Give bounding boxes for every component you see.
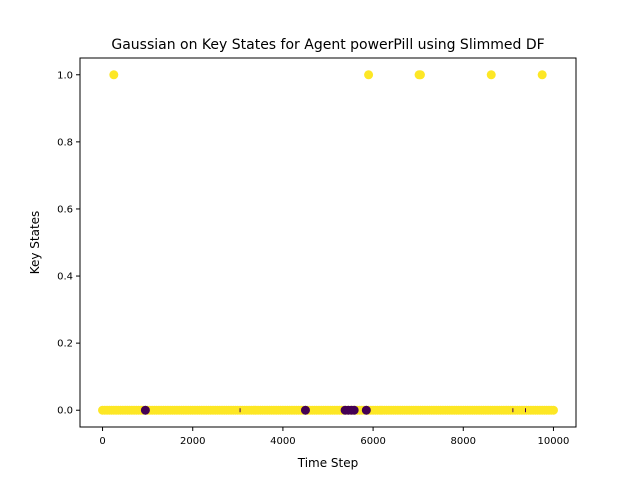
scatter-point — [548, 405, 558, 415]
y-axis: 0.0 0.2 0.4 0.6 0.8 1.0 — [57, 70, 80, 417]
scatter-point — [300, 405, 310, 415]
x-axis: 0 2000 4000 6000 8000 10000 — [99, 427, 569, 447]
scatter-point — [361, 405, 371, 415]
plot-marks — [98, 70, 558, 415]
x-tick-label: 6000 — [360, 436, 385, 447]
plot-frame — [79, 57, 577, 428]
x-tick-label: 8000 — [451, 436, 476, 447]
x-tick-label: 10000 — [538, 436, 570, 447]
y-axis-label: Key States — [28, 211, 42, 275]
y-tick-label: 1.0 — [57, 70, 73, 81]
x-tick-label: 4000 — [270, 436, 295, 447]
scatter-point — [537, 70, 547, 80]
scatter-point — [415, 70, 425, 80]
y-tick-label: 0.4 — [57, 272, 73, 283]
scatter-point — [140, 405, 150, 415]
chart-title: Gaussian on Key States for Agent powerPi… — [111, 37, 544, 53]
y-tick-label: 0.8 — [57, 137, 73, 148]
y-tick-label: 0.6 — [57, 204, 73, 215]
scatter-point — [486, 70, 496, 80]
scatter-point — [349, 405, 359, 415]
y-tick-label: 0.0 — [57, 406, 73, 417]
scatter-point — [364, 70, 374, 80]
x-tick-label: 0 — [99, 436, 105, 447]
y-tick-label: 0.2 — [57, 339, 73, 350]
x-tick-label: 2000 — [180, 436, 205, 447]
scatter-point — [109, 70, 119, 80]
x-axis-label: Time Step — [297, 456, 359, 470]
